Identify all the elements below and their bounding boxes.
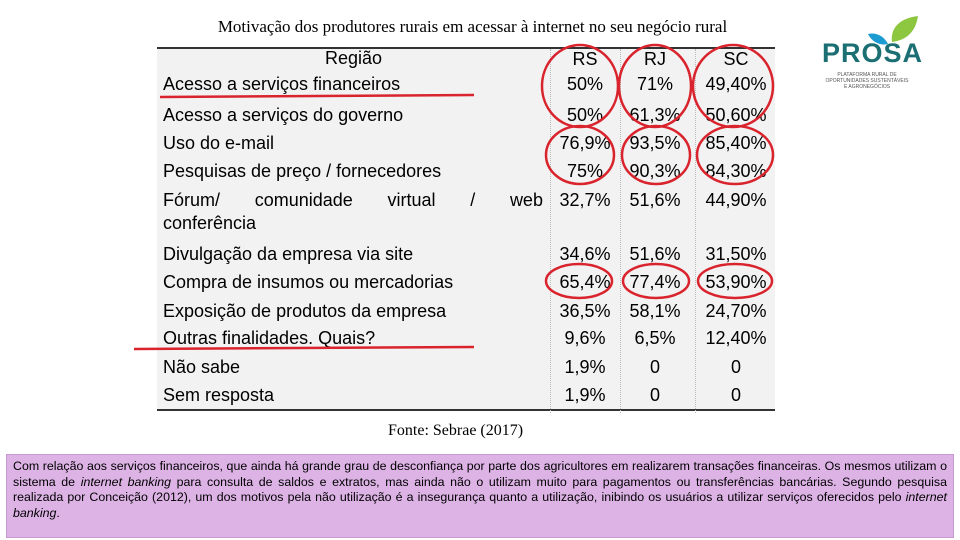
row-label: Outras finalidades. Quais? bbox=[163, 328, 376, 348]
value-rj: 71% bbox=[636, 74, 674, 94]
value-rs: 34,6% bbox=[559, 244, 611, 264]
row-label: Compra de insumos ou mercadorias bbox=[163, 272, 454, 292]
row-label-line2: conferência bbox=[163, 213, 257, 233]
value-rs: 76,9% bbox=[559, 133, 611, 153]
footer-emphasis: internet banking bbox=[13, 490, 947, 520]
value-rj: 0 bbox=[649, 357, 660, 377]
value-rs: 1,9% bbox=[564, 385, 606, 405]
value-sc: 85,40% bbox=[705, 133, 767, 153]
value-rj: 90,3% bbox=[629, 161, 681, 181]
value-sc: 53,90% bbox=[705, 272, 767, 292]
slide-title: Motivação dos produtores rurais em acess… bbox=[217, 17, 728, 36]
value-sc: 84,30% bbox=[705, 161, 767, 181]
header-sc: SC bbox=[723, 49, 749, 69]
label-word: Fórum/ bbox=[163, 190, 221, 210]
value-rs: 75% bbox=[566, 161, 604, 181]
source-citation: Fonte: Sebrae (2017) bbox=[388, 422, 524, 439]
value-rj: 77,4% bbox=[629, 272, 681, 292]
value-rj: 58,1% bbox=[629, 301, 681, 321]
value-rs: 65,4% bbox=[559, 272, 611, 292]
row-label: Exposição de produtos da empresa bbox=[163, 301, 447, 321]
header-rj: RJ bbox=[644, 49, 666, 69]
footer-note: Com relação aos serviços financeiros, qu… bbox=[6, 454, 954, 538]
value-sc: 49,40% bbox=[705, 74, 767, 94]
label-word: comunidade bbox=[254, 190, 353, 210]
value-rs: 32,7% bbox=[559, 190, 611, 210]
leaf-logo-icon bbox=[868, 16, 918, 45]
row-label: Sem resposta bbox=[163, 385, 275, 405]
label-word: web bbox=[509, 190, 543, 210]
prosa-logo: PROSA PLATAFORMA RURAL DE OPORTUNIDADES … bbox=[822, 16, 932, 96]
value-rj: 93,5% bbox=[629, 133, 681, 153]
value-sc: 24,70% bbox=[705, 301, 767, 321]
label-word: / bbox=[470, 190, 476, 210]
value-rj: 61,3% bbox=[629, 105, 681, 125]
data-table: Região RS RJ SC Acesso a serviços financ… bbox=[157, 47, 775, 413]
value-sc: 0 bbox=[730, 357, 741, 377]
value-sc: 44,90% bbox=[705, 190, 767, 210]
logo-word: PROSA bbox=[822, 38, 924, 68]
value-sc: 12,40% bbox=[705, 328, 767, 348]
value-rj: 6,5% bbox=[634, 328, 676, 348]
value-rj: 51,6% bbox=[629, 190, 681, 210]
column-separator bbox=[550, 49, 551, 413]
label-word: virtual bbox=[387, 190, 436, 210]
footer-text: para consulta de saldos e extratos, mas … bbox=[13, 474, 947, 505]
footer-text: . bbox=[56, 505, 60, 520]
value-sc: 31,50% bbox=[705, 244, 767, 264]
column-separator bbox=[695, 49, 696, 413]
value-rs: 36,5% bbox=[559, 301, 611, 321]
row-label: Não sabe bbox=[163, 357, 241, 377]
footer-text: Com relação aos serviços financeiros, qu… bbox=[13, 459, 947, 489]
column-separator bbox=[620, 49, 621, 413]
row-label: Fórum/ comunidade virtual / web bbox=[163, 190, 543, 211]
value-sc: 50,60% bbox=[705, 105, 767, 125]
value-rs: 50% bbox=[566, 105, 604, 125]
value-rs: 50% bbox=[566, 74, 604, 94]
footer-emphasis: internet banking bbox=[80, 474, 172, 489]
header-region: Região bbox=[324, 48, 383, 68]
row-label: Acesso a serviços financeiros bbox=[163, 74, 401, 94]
row-label: Acesso a serviços do governo bbox=[163, 105, 404, 125]
value-rj: 51,6% bbox=[629, 244, 681, 264]
value-rj: 0 bbox=[649, 385, 660, 405]
row-label: Uso do e-mail bbox=[163, 133, 275, 153]
value-rs: 1,9% bbox=[564, 357, 606, 377]
logo-subtitle: PLATAFORMA RURAL DE OPORTUNIDADES SUSTEN… bbox=[825, 72, 909, 90]
value-sc: 0 bbox=[730, 385, 741, 405]
header-rs: RS bbox=[572, 49, 598, 69]
value-rs: 9,6% bbox=[564, 328, 606, 348]
row-label: Pesquisas de preço / fornecedores bbox=[163, 161, 442, 181]
row-label: Divulgação da empresa via site bbox=[163, 244, 414, 264]
